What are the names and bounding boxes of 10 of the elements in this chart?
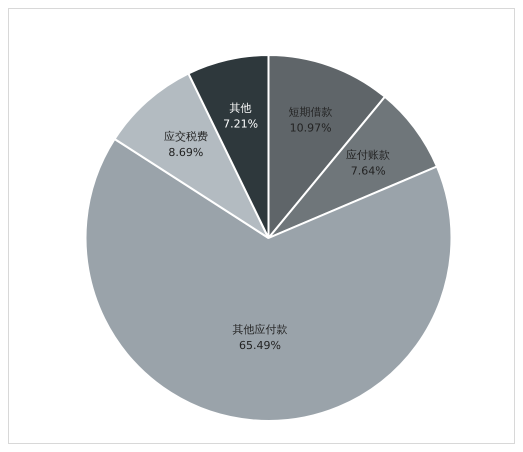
data-label: 7.21% (223, 118, 258, 131)
data-label: 8.69% (168, 146, 204, 159)
slice-label: 其他 (230, 102, 252, 115)
data-label: 65.49% (238, 339, 281, 352)
slice-label: 短期借款 (288, 106, 333, 119)
slice-label: 应交税费 (164, 130, 208, 143)
data-label: 10.97% (290, 122, 332, 135)
slice-label: 其他应付款 (232, 323, 288, 336)
data-label: 7.64% (350, 164, 386, 178)
slice-label: 应付账款 (346, 148, 390, 162)
